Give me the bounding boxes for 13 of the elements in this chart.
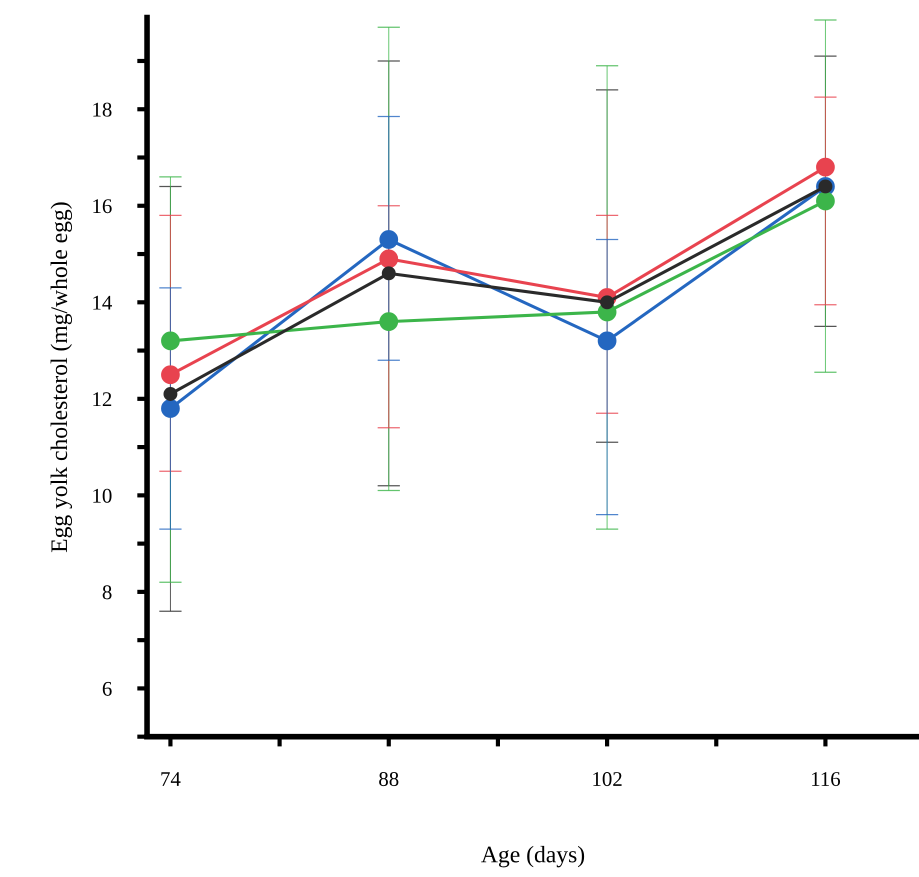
x-tick-label: 102 <box>593 772 622 786</box>
x-tick-label: 116 <box>812 772 840 786</box>
y-tick-label: 16 <box>93 199 112 214</box>
x-tick-label: 88 <box>379 772 398 786</box>
y-axis-title: Egg yolk cholesterol (mg/whole egg) <box>50 202 72 552</box>
y-tick-label: 8 <box>102 585 112 600</box>
y-tick-label: 10 <box>93 488 112 503</box>
y-tick-label: 12 <box>93 392 112 406</box>
x-axis-title: Age (days) <box>481 846 584 868</box>
y-tick-label: 14 <box>93 296 112 310</box>
y-tick-label: 6 <box>102 682 112 696</box>
y-tick-label: 18 <box>93 102 112 117</box>
x-tick-label: 74 <box>161 772 181 786</box>
